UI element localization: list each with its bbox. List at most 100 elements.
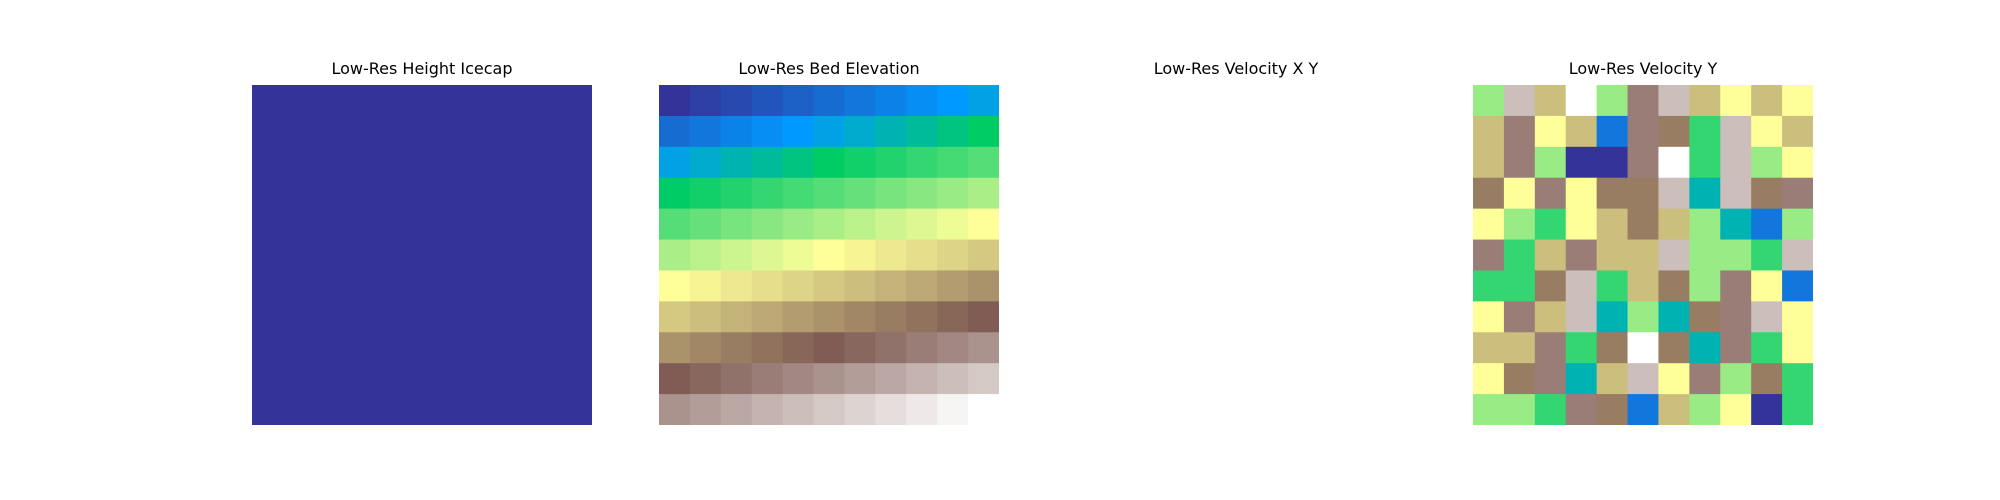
heatmap-cell: [252, 301, 284, 333]
heatmap-cell: [968, 394, 999, 425]
heatmap-cell: [1782, 394, 1813, 425]
heatmap-cell: [1473, 115, 1505, 148]
heatmap-cell: [1627, 85, 1660, 117]
heatmap-cell: [751, 146, 784, 179]
heatmap-cell: [1720, 394, 1752, 425]
heatmap-cell: [1751, 301, 1783, 333]
heatmap-cell: [937, 208, 969, 241]
heatmap-cell: [906, 115, 938, 148]
heatmap-cell: [1503, 270, 1536, 302]
heatmap-cell: [1627, 115, 1660, 148]
heatmap-cell: [375, 115, 408, 148]
heatmap-cell: [937, 363, 969, 395]
heatmap-cell: [813, 146, 846, 179]
heatmap-cell: [252, 363, 284, 395]
heatmap-cell: [344, 115, 377, 148]
heatmap-cell: [1658, 239, 1690, 272]
heatmap-cell: [1658, 363, 1690, 395]
panel-velocity-xy: Low-Res Velocity X Y: [1066, 58, 1406, 80]
heatmap-cell: [1782, 146, 1813, 179]
heatmap-cell: [844, 177, 876, 210]
heatmap-velocity-y: [1473, 85, 1813, 425]
heatmap-cell: [659, 363, 691, 395]
heatmap-cell: [1596, 115, 1629, 148]
heatmap-cell: [468, 301, 500, 333]
heatmap-cell: [1751, 239, 1783, 272]
heatmap-cell: [968, 332, 999, 364]
heatmap-cell: [659, 208, 691, 241]
heatmap-cell: [1473, 332, 1505, 364]
panel-velocity-y: Low-Res Velocity Y: [1473, 58, 1813, 425]
heatmap-cell: [968, 85, 999, 117]
heatmap-cell: [375, 239, 408, 272]
heatmap-cell: [282, 301, 315, 333]
heatmap-cell: [906, 270, 938, 302]
heatmap-cell: [1503, 394, 1536, 425]
heatmap-cell: [468, 394, 500, 425]
heatmap-cell: [751, 239, 784, 272]
heatmap-cell: [906, 85, 938, 117]
heatmap-cell: [782, 115, 815, 148]
heatmap-cell: [1534, 85, 1567, 117]
heatmap-cell: [813, 301, 846, 333]
heatmap-cell: [1689, 115, 1721, 148]
heatmap-cell: [561, 239, 592, 272]
heatmap-cell: [720, 177, 753, 210]
heatmap-cell: [282, 270, 315, 302]
heatmap-cell: [1503, 85, 1536, 117]
heatmap-cell: [1782, 85, 1813, 117]
heatmap-cell: [1565, 301, 1598, 333]
heatmap-cell: [968, 270, 999, 302]
heatmap-cell: [252, 394, 284, 425]
heatmap-cell: [906, 239, 938, 272]
heatmap-cell: [813, 239, 846, 272]
heatmap-cell: [751, 394, 784, 425]
heatmap-cell: [1689, 146, 1721, 179]
heatmap-cell: [406, 146, 439, 179]
heatmap-cell: [1782, 270, 1813, 302]
heatmap-cell: [813, 332, 846, 364]
heatmap-cell: [689, 301, 722, 333]
heatmap-velocity-xy: [1066, 85, 1406, 425]
heatmap-cell: [437, 301, 469, 333]
heatmap-cell: [813, 208, 846, 241]
heatmap-cell: [782, 270, 815, 302]
heatmap-cell: [937, 146, 969, 179]
heatmap-cell: [1596, 177, 1629, 210]
heatmap-cell: [720, 208, 753, 241]
heatmap-cell: [1565, 270, 1598, 302]
heatmap-cell: [1720, 208, 1752, 241]
heatmap-cell: [1720, 332, 1752, 364]
heatmap-cell: [782, 332, 815, 364]
heatmap-cell: [1689, 177, 1721, 210]
heatmap-cell: [844, 394, 876, 425]
heatmap-cell: [968, 177, 999, 210]
heatmap-cell: [659, 146, 691, 179]
heatmap-cell: [875, 146, 907, 179]
heatmap-cell: [344, 332, 377, 364]
heatmap-cell: [1627, 146, 1660, 179]
heatmap-cell: [844, 332, 876, 364]
heatmap-cell: [1627, 332, 1660, 364]
heatmap-cell: [530, 208, 562, 241]
heatmap-cell: [1565, 239, 1598, 272]
heatmap-cell: [659, 239, 691, 272]
heatmap-cell: [937, 332, 969, 364]
heatmap-cell: [1782, 115, 1813, 148]
heatmap-cell: [252, 85, 284, 117]
heatmap-cell: [1473, 85, 1505, 117]
heatmap-cell: [313, 146, 346, 179]
heatmap-cell: [313, 363, 346, 395]
heatmap-cell: [1689, 208, 1721, 241]
heatmap-cell: [406, 301, 439, 333]
heatmap-cell: [689, 332, 722, 364]
heatmap-cell: [1534, 177, 1567, 210]
heatmap-cell: [751, 177, 784, 210]
heatmap-cell: [813, 363, 846, 395]
heatmap-cell: [1565, 363, 1598, 395]
heatmap-cell: [530, 115, 562, 148]
heatmap-cell: [782, 394, 815, 425]
heatmap-cell: [1658, 270, 1690, 302]
heatmap-cell: [689, 270, 722, 302]
heatmap-cell: [906, 146, 938, 179]
